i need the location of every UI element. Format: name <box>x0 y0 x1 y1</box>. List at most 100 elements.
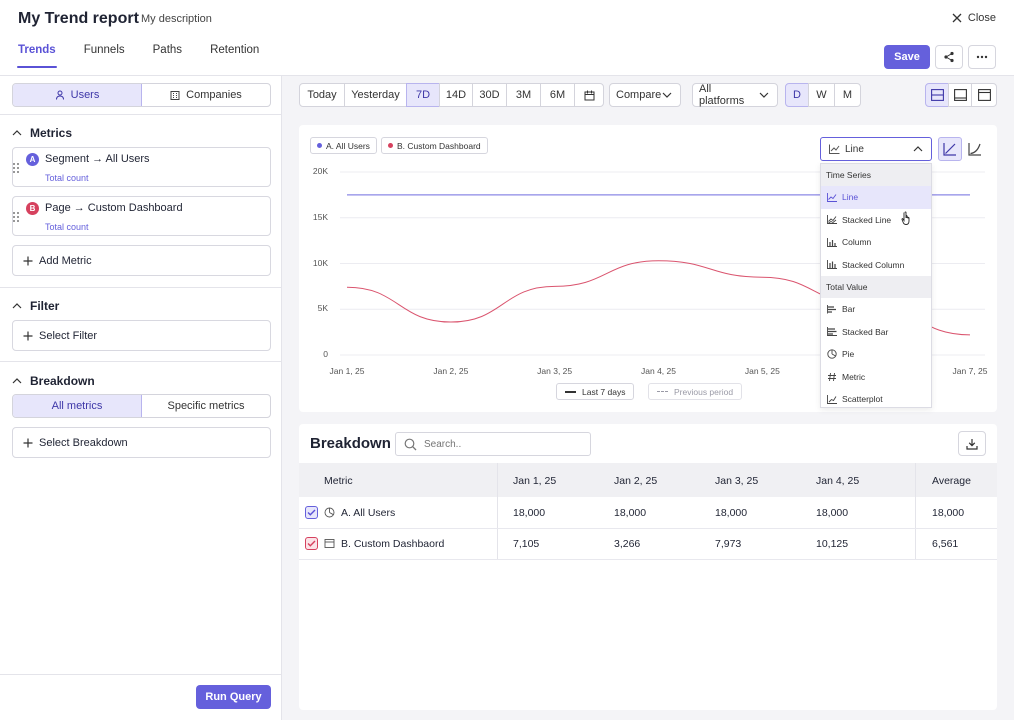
log-scale-button[interactable] <box>963 137 987 161</box>
search-input[interactable] <box>424 438 574 450</box>
chart-option-stacked-bar[interactable]: Stacked Bar <box>821 321 931 344</box>
table-header-row <box>299 463 997 497</box>
close-button[interactable]: Close <box>952 12 996 24</box>
companies-label: Companies <box>186 89 242 101</box>
layout-chart-icon <box>953 89 967 101</box>
column-header[interactable]: Jan 1, 25 <box>513 475 557 487</box>
breakdown-search[interactable] <box>395 432 591 456</box>
calendar-icon <box>584 90 594 100</box>
granularity-month[interactable]: M <box>834 83 861 107</box>
layout-table-button[interactable] <box>971 83 997 107</box>
row-checkbox-b[interactable] <box>305 537 318 550</box>
option-label: Stacked Column <box>842 259 905 270</box>
option-label: Column <box>842 237 872 248</box>
check-icon <box>307 509 316 516</box>
breakdown-scope-toggle: All metrics Specific metrics <box>12 394 271 418</box>
specific-metrics-toggle[interactable]: Specific metrics <box>167 400 245 412</box>
page-description[interactable]: My description <box>141 13 212 25</box>
linear-scale-button[interactable] <box>938 137 962 161</box>
download-button[interactable] <box>958 431 986 456</box>
current-period-legend[interactable]: Last 7 days <box>556 383 635 400</box>
compare-select[interactable]: Compare <box>609 83 681 107</box>
previous-period-label: Previous period <box>674 386 734 397</box>
tab-funnels[interactable]: Funnels <box>83 44 125 56</box>
tab-retention[interactable]: Retention <box>210 44 260 56</box>
companies-toggle[interactable]: Companies <box>142 84 270 106</box>
layout-split-button[interactable] <box>925 83 949 107</box>
plus-icon <box>23 331 33 340</box>
chart-type-dropdown: Time Series Line Stacked Line Column Sta… <box>820 163 932 408</box>
granularity-week[interactable]: W <box>808 83 835 107</box>
divider <box>0 361 281 362</box>
x-tick-label: Jan 2, 25 <box>433 366 469 376</box>
row-checkbox-a[interactable] <box>305 506 318 519</box>
chart-option-scatterplot[interactable]: Scatterplot <box>821 388 931 411</box>
solid-line-swatch <box>565 390 576 393</box>
tab-trends[interactable]: Trends <box>17 44 57 68</box>
column-header[interactable]: Jan 2, 25 <box>614 475 658 487</box>
metric-card-b[interactable]: B Page → Custom Dashboard Total count <box>12 196 271 236</box>
filter-title: Filter <box>30 299 60 313</box>
add-metric-button[interactable]: Add Metric <box>12 245 271 276</box>
line-chart-icon <box>829 144 840 154</box>
breakdown-section-title: Breakdown <box>30 374 95 388</box>
range-14d[interactable]: 14D <box>439 83 473 107</box>
y-tick-label: 10K <box>312 257 328 268</box>
column-header-metric[interactable]: Metric <box>324 475 353 487</box>
tab-paths[interactable]: Paths <box>152 44 183 56</box>
run-query-button[interactable]: Run Query <box>196 685 271 709</box>
chart-option-stacked-line[interactable]: Stacked Line <box>821 209 931 232</box>
range-7d[interactable]: 7D <box>406 83 440 107</box>
platform-label: All platforms <box>699 83 745 107</box>
previous-period-legend[interactable]: Previous period <box>648 383 743 400</box>
range-3m[interactable]: 3M <box>506 83 541 107</box>
metrics-section-header[interactable]: Metrics <box>12 126 72 140</box>
column-header-average[interactable]: Average <box>932 475 971 487</box>
more-options-button[interactable] <box>968 45 996 69</box>
add-metric-label: Add Metric <box>39 254 92 267</box>
select-breakdown-button[interactable]: Select Breakdown <box>12 427 271 458</box>
metric-card-a[interactable]: A Segment → All Users Total count <box>12 147 271 187</box>
users-toggle[interactable]: Users <box>13 84 142 106</box>
chevron-up-icon <box>12 303 22 309</box>
chart-type-label: Line <box>845 143 864 155</box>
chart-option-column[interactable]: Column <box>821 231 931 254</box>
range-6m[interactable]: 6M <box>540 83 575 107</box>
compare-label: Compare <box>616 89 662 101</box>
breakdown-section-header[interactable]: Breakdown <box>12 374 95 388</box>
legend-item-a[interactable]: A. All Users <box>310 137 377 154</box>
drag-handle-icon[interactable] <box>12 211 20 223</box>
chart-option-bar[interactable]: Bar <box>821 298 931 321</box>
bar-chart-icon <box>827 304 836 314</box>
y-tick-label: 0 <box>323 349 328 359</box>
platform-select[interactable]: All platforms <box>692 83 778 107</box>
chart-option-stacked-column[interactable]: Stacked Column <box>821 254 931 277</box>
column-header[interactable]: Jan 3, 25 <box>715 475 759 487</box>
chart-option-line[interactable]: Line <box>821 186 931 209</box>
layout-chart-button[interactable] <box>948 83 972 107</box>
y-tick-label: 5K <box>317 303 328 314</box>
table-cell-average: 6,561 <box>932 538 959 550</box>
column-header[interactable]: Jan 4, 25 <box>816 475 860 487</box>
drag-handle-icon[interactable] <box>12 162 20 174</box>
all-metrics-toggle[interactable]: All metrics <box>13 395 142 417</box>
granularity-day[interactable]: D <box>785 83 809 107</box>
chart-option-metric[interactable]: Metric <box>821 366 931 389</box>
metric-aggregation[interactable]: Total count <box>45 173 89 183</box>
select-filter-button[interactable]: Select Filter <box>12 320 271 351</box>
filter-section-header[interactable]: Filter <box>12 299 59 313</box>
range-today[interactable]: Today <box>299 83 345 107</box>
table-cell: 3,266 <box>614 538 641 550</box>
range-30d[interactable]: 30D <box>472 83 507 107</box>
share-button[interactable] <box>935 45 963 69</box>
save-button[interactable]: Save <box>884 45 930 69</box>
chart-type-select[interactable]: Line <box>820 137 932 161</box>
table-cell: 18,000 <box>513 507 546 519</box>
chevron-down-icon <box>759 92 769 98</box>
chart-option-pie[interactable]: Pie <box>821 343 931 366</box>
legend-item-b[interactable]: B. Custom Dashboard <box>381 137 488 154</box>
metric-aggregation[interactable]: Total count <box>45 222 89 232</box>
range-yesterday[interactable]: Yesterday <box>344 83 407 107</box>
table-cell: 18,000 <box>816 507 849 519</box>
custom-date-button[interactable] <box>574 83 604 107</box>
